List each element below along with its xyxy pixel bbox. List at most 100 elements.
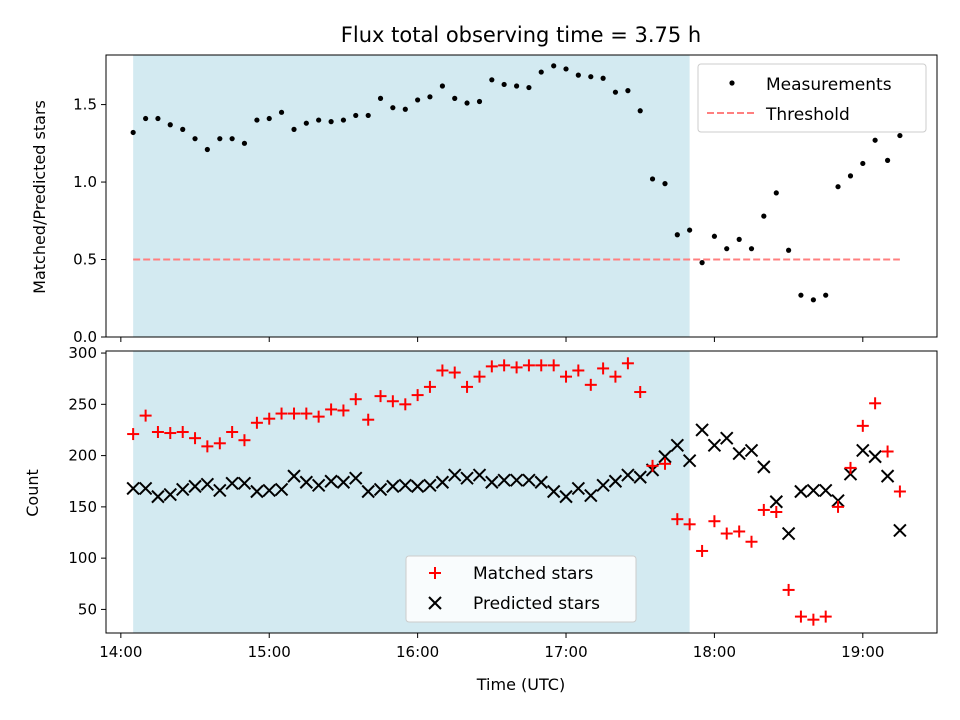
predicted-star-point xyxy=(361,484,375,499)
bottom-y-tick-label: 250 xyxy=(68,395,97,413)
x-tick-label: 16:00 xyxy=(396,643,439,661)
matched-star-point xyxy=(869,397,882,410)
measurement-point xyxy=(303,120,309,126)
legend-measurements-marker xyxy=(729,80,735,86)
matched-star-point xyxy=(881,445,894,458)
predicted-star-point xyxy=(893,523,907,538)
matched-star-point xyxy=(893,485,906,498)
predicted-star-point xyxy=(324,474,338,488)
matched-star-point xyxy=(547,359,560,372)
measurement-point xyxy=(316,117,322,123)
matched-star-point xyxy=(436,364,449,377)
top-shaded-region xyxy=(133,55,690,337)
matched-star-point xyxy=(362,413,375,426)
measurement-point xyxy=(526,84,532,91)
predicted-star-point xyxy=(621,468,635,482)
predicted-star-point xyxy=(151,489,165,504)
measurement-point xyxy=(773,190,779,196)
measurement-point xyxy=(612,89,619,95)
top-y-tick-label: 1.0 xyxy=(73,173,97,191)
predicted-star-point xyxy=(213,483,227,498)
matched-star-point xyxy=(770,505,783,518)
predicted-star-point xyxy=(534,475,548,489)
matched-star-point xyxy=(634,386,647,399)
measurement-point xyxy=(699,260,705,266)
matched-star-point xyxy=(485,360,498,373)
matched-star-point xyxy=(411,389,424,402)
measurement-point xyxy=(551,63,557,69)
predicted-star-point xyxy=(596,478,610,493)
top-x-ticks xyxy=(120,337,864,342)
measurement-point xyxy=(872,137,878,143)
matched-star-point xyxy=(473,370,486,383)
matched-star-point xyxy=(696,544,709,557)
top-y-axis-label: Matched/Predicted stars xyxy=(30,100,49,294)
top-panel: 0.0 0.5 1.0 1.5 Matched/Predicted stars Mea… xyxy=(30,54,938,346)
matched-star-point xyxy=(448,366,461,379)
matched-star-point xyxy=(423,380,436,393)
matched-star-point xyxy=(213,437,226,450)
predicted-star-point xyxy=(423,478,437,493)
predicted-star-point xyxy=(460,471,474,485)
measurement-point xyxy=(810,297,816,303)
matched-star-point xyxy=(337,404,350,417)
top-legend-box xyxy=(697,63,927,133)
matched-star-point xyxy=(708,515,721,528)
measurement-point xyxy=(266,115,272,122)
measurement-point xyxy=(365,112,371,119)
matched-star-point xyxy=(794,610,807,623)
predicted-star-point xyxy=(732,446,746,461)
measurement-point xyxy=(377,95,384,101)
predicted-star-point xyxy=(546,484,561,499)
matched-star-point xyxy=(461,380,474,393)
measurement-point xyxy=(278,109,285,115)
predicted-star-point xyxy=(336,475,351,489)
measurement-point xyxy=(798,292,804,298)
matched-star-point xyxy=(733,525,746,538)
matched-star-point xyxy=(127,428,140,441)
predicted-star-point xyxy=(757,460,771,474)
predicted-star-point xyxy=(299,475,314,489)
bottom-y-tick-label: 150 xyxy=(68,498,97,516)
predicted-star-point xyxy=(163,487,177,502)
measurement-point xyxy=(402,106,408,112)
top-y-tick-label: 0.5 xyxy=(73,251,97,269)
predicted-star-point xyxy=(670,438,685,453)
legend-measurements-label: Measurements xyxy=(766,75,892,95)
measurement-point xyxy=(476,98,483,105)
predicted-star-point xyxy=(856,443,870,458)
top-y-tick-label: 0.0 xyxy=(73,328,97,346)
predicted-star-point xyxy=(843,467,858,481)
predicted-star-point xyxy=(398,478,413,493)
measurement-point xyxy=(217,136,223,142)
measurement-point xyxy=(637,108,643,114)
measurement-point xyxy=(155,115,161,122)
bottom-y-ticks: 50 100 150 200 250 300 xyxy=(68,344,106,618)
predicted-star-point xyxy=(188,479,202,494)
predicted-star-point xyxy=(200,477,215,492)
measurement-point xyxy=(687,227,693,233)
measurement-point xyxy=(674,232,680,238)
predicted-star-point xyxy=(509,473,524,487)
measurement-point xyxy=(761,213,767,219)
predicted-star-point xyxy=(682,454,697,468)
predicted-star-point xyxy=(386,479,400,494)
predicted-star-point xyxy=(472,468,487,482)
bottom-legend-box xyxy=(405,555,637,623)
measurement-point xyxy=(464,100,470,106)
measurement-point xyxy=(489,77,495,83)
matched-star-point xyxy=(176,426,189,439)
predicted-star-point xyxy=(831,494,845,508)
measurement-point xyxy=(254,117,260,123)
measurement-point xyxy=(514,83,520,89)
predicted-star-point xyxy=(448,468,462,482)
matched-star-point xyxy=(275,407,288,420)
x-tick-label: 17:00 xyxy=(544,643,587,661)
matched-star-point xyxy=(201,440,214,453)
measurement-point xyxy=(439,83,446,89)
predicted-star-point xyxy=(237,476,252,490)
predicted-star-point xyxy=(806,483,821,498)
measurement-point xyxy=(192,136,198,142)
bottom-y-tick-label: 100 xyxy=(68,549,97,567)
